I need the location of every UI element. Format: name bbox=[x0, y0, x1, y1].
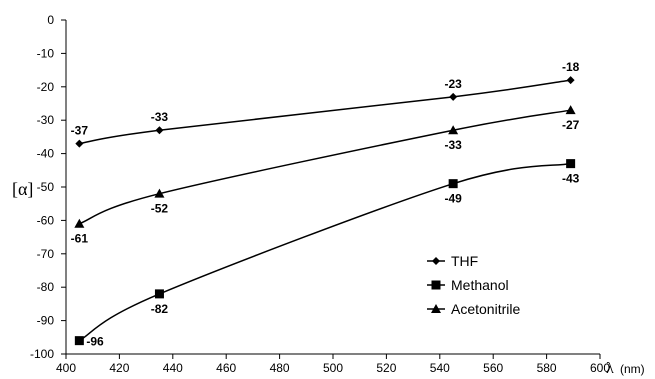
x-tick-label: 540 bbox=[430, 361, 450, 375]
y-axis-label: [α] bbox=[12, 179, 33, 199]
x-tick-label: 520 bbox=[376, 361, 396, 375]
series-thf: -37 -33 -23 -18 bbox=[71, 60, 580, 148]
data-label-thf: -18 bbox=[562, 60, 580, 74]
y-tick-label: 0 bbox=[47, 13, 54, 27]
series-line-acetonitrile bbox=[79, 109, 571, 225]
x-tick-label: 460 bbox=[216, 361, 236, 375]
legend-marker-acetonitrile bbox=[431, 304, 441, 313]
y-tick-label: -20 bbox=[37, 80, 55, 94]
data-point-acetonitrile bbox=[74, 218, 85, 228]
x-tick-label: 440 bbox=[163, 361, 183, 375]
y-tick-label: -70 bbox=[37, 247, 55, 261]
series-line-thf bbox=[79, 79, 571, 145]
data-point-methanol bbox=[154, 289, 164, 299]
data-label-thf: -33 bbox=[151, 110, 169, 124]
data-label-methanol: -43 bbox=[562, 172, 580, 186]
x-tick-label: 580 bbox=[537, 361, 557, 375]
data-label-thf: -37 bbox=[71, 124, 89, 138]
data-label-acetonitrile: -52 bbox=[151, 202, 169, 216]
series-acetonitrile: -61 -52 -33 -27 bbox=[71, 105, 580, 246]
y-tick-label: -80 bbox=[37, 280, 55, 294]
legend-marker-methanol bbox=[431, 280, 441, 290]
data-label-methanol: -96 bbox=[86, 335, 104, 349]
data-label-acetonitrile: -61 bbox=[71, 232, 89, 246]
series-line-methanol bbox=[78, 162, 571, 342]
data-point-methanol bbox=[566, 159, 576, 169]
data-label-acetonitrile: -27 bbox=[562, 118, 580, 132]
series-layer: -37 -33 -23 -18 -96 -82 -49 -43 -61 -52 -33 -27 bbox=[71, 60, 580, 349]
data-point-acetonitrile bbox=[154, 188, 165, 198]
x-axis-label-unit: (nm) bbox=[620, 362, 645, 376]
legend-marker-thf bbox=[432, 257, 440, 265]
data-point-thf bbox=[155, 126, 164, 135]
data-point-thf bbox=[566, 76, 575, 85]
legend-label-methanol: Methanol bbox=[451, 277, 509, 293]
legend-label-acetonitrile: Acetonitrile bbox=[451, 301, 520, 317]
data-label-acetonitrile: -33 bbox=[444, 138, 462, 152]
data-point-thf bbox=[449, 92, 458, 101]
data-label-methanol: -49 bbox=[444, 192, 462, 206]
series-methanol: -96 -82 -49 -43 bbox=[74, 159, 580, 349]
y-tick-label: -90 bbox=[37, 314, 55, 328]
x-tick-label: 420 bbox=[109, 361, 129, 375]
legend-label-thf: THF bbox=[451, 253, 478, 269]
x-axis-label-symbol: λ bbox=[606, 360, 614, 377]
y-tick-label: -60 bbox=[37, 213, 55, 227]
data-label-methanol: -82 bbox=[151, 302, 169, 316]
x-tick-label: 480 bbox=[270, 361, 290, 375]
x-tick-label: 560 bbox=[483, 361, 503, 375]
x-tick-label: 400 bbox=[56, 361, 76, 375]
data-point-thf bbox=[75, 139, 84, 148]
y-tick-label: -30 bbox=[37, 113, 55, 127]
y-tick-label: -100 bbox=[30, 347, 54, 361]
x-tick-label: 500 bbox=[323, 361, 343, 375]
y-tick-label: -10 bbox=[37, 46, 55, 60]
data-point-acetonitrile bbox=[565, 105, 576, 115]
y-tick-label: -40 bbox=[37, 147, 55, 161]
data-point-methanol bbox=[448, 179, 458, 189]
data-label-thf: -23 bbox=[444, 77, 462, 91]
y-tick-label: -50 bbox=[37, 180, 55, 194]
data-point-acetonitrile bbox=[448, 125, 459, 135]
x-tick-label: 600 bbox=[590, 361, 610, 375]
legend: THF Methanol Acetonitrile bbox=[427, 253, 520, 317]
data-point-methanol bbox=[74, 336, 84, 346]
